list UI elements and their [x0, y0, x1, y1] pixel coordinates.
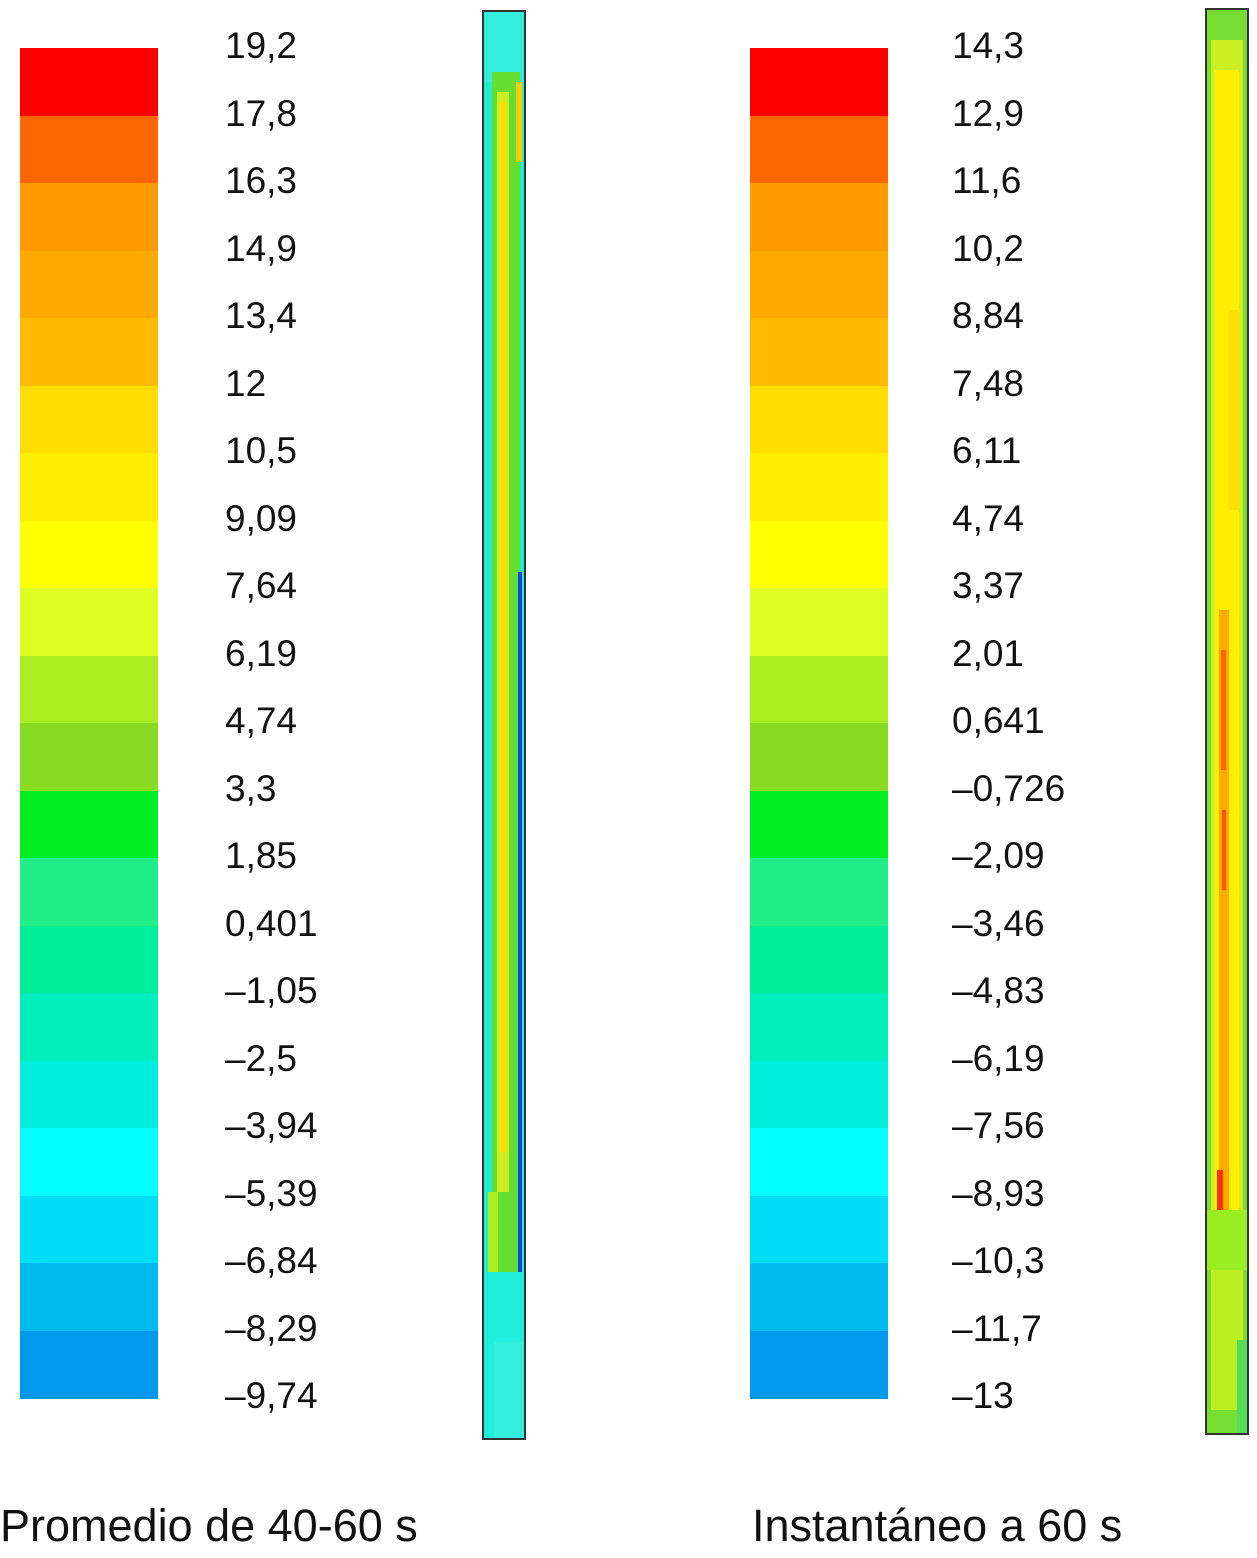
contour-field: [484, 12, 524, 1438]
colorbar-tick-label: 19,2: [225, 25, 298, 66]
colorbar-tick-label: –11,7: [952, 1307, 1042, 1349]
colorbar-swatch: [20, 1060, 158, 1129]
colorbar-swatch: [20, 1195, 158, 1264]
colorbar-tick-label: –4,83: [952, 970, 1045, 1011]
colorbar-swatch: [750, 655, 888, 724]
colorbar-tick-label: –7,56: [952, 1105, 1045, 1146]
colorbar-swatch: [750, 318, 888, 387]
colorbar-swatch: [750, 1060, 888, 1129]
colorbar-swatch: [750, 453, 888, 522]
colorbar-tick-label: –5,39: [225, 1172, 318, 1214]
colorbar-swatch: [20, 453, 158, 522]
colorbar-tick-label: 11,6: [952, 160, 1022, 201]
panel-instant: 14,3 12,9 11,6 10,2 8,84 7,48 6,11 4,74 3,37 2,01…: [730, 0, 1257, 1558]
panel-average: 19,2 17,8 16,3 14,9 13,4 12 10,5 9,09 7,64 6,19 4,…: [0, 0, 620, 1558]
colorbar-tick-label: 0,401: [225, 902, 318, 944]
colorbar-swatch: [750, 1128, 888, 1197]
colorbar-tick-label: 6,11: [952, 430, 1022, 471]
colorbar-tick-label: –2,09: [952, 835, 1045, 876]
colorbar-swatch: [20, 385, 158, 454]
colorbar-swatch: [20, 1263, 158, 1332]
colorbar-tick-label: 10,2: [952, 227, 1025, 269]
caption: Instantáneo a 60 s: [752, 1500, 1123, 1551]
colorbar-swatch: [20, 520, 158, 589]
colorbar-tick-label: 16,3: [225, 160, 298, 201]
colorbar: [750, 48, 888, 1399]
colorbar-swatch: [20, 48, 158, 117]
colorbar-swatch: [20, 250, 158, 319]
colorbar-swatch: [20, 115, 158, 184]
colorbar-swatch: [750, 385, 888, 454]
colorbar-ticks: 14,3 12,9 11,6 10,2 8,84 7,48 6,11 4,74 3,37 2,01…: [730, 0, 1130, 1450]
colorbar-tick-label: 12: [225, 362, 267, 404]
colorbar-swatch: [20, 1128, 158, 1197]
colorbar-tick-label: –8,29: [225, 1307, 318, 1349]
contour-strip-instant: [1205, 8, 1249, 1435]
colorbar-swatch: [750, 790, 888, 859]
colorbar-tick-label: 0,641: [952, 700, 1045, 741]
colorbar-tick-label: –8,93: [952, 1172, 1045, 1214]
colorbar-tick-label: 12,9: [952, 92, 1025, 134]
colorbar-tick-label: –6,19: [952, 1037, 1045, 1079]
colorbar-swatch: [750, 723, 888, 792]
contour-field: [1207, 10, 1247, 1433]
colorbar-swatch: [20, 858, 158, 927]
colorbar-swatch: [750, 993, 888, 1062]
colorbar-swatch: [750, 925, 888, 994]
colorbar-tick-label: –13: [952, 1375, 1014, 1416]
colorbar-swatch: [750, 1195, 888, 1264]
colorbar-ticks: 19,2 17,8 16,3 14,9 13,4 12 10,5 9,09 7,64 6,19 4,…: [0, 0, 400, 1450]
colorbar-tick-label: 7,64: [225, 565, 298, 606]
caption: Promedio de 40-60 s: [0, 1500, 418, 1551]
colorbar-swatch: [20, 655, 158, 724]
colorbar-tick-label: 8,84: [952, 295, 1025, 336]
colorbar-tick-label: 3,3: [225, 767, 277, 809]
colorbar-tick-label: 4,74: [952, 497, 1025, 539]
colorbar-swatch: [750, 1263, 888, 1332]
colorbar-swatch: [20, 723, 158, 792]
colorbar-tick-label: 6,19: [225, 632, 298, 674]
colorbar-tick-label: 10,5: [225, 430, 298, 471]
colorbar-swatch: [20, 183, 158, 252]
colorbar-tick-label: 13,4: [225, 295, 298, 336]
colorbar-tick-label: –0,726: [952, 767, 1066, 809]
colorbar-tick-label: –3,94: [225, 1105, 318, 1146]
colorbar-tick-label: –2,5: [225, 1037, 298, 1079]
colorbar-swatch: [750, 588, 888, 657]
colorbar-swatch: [750, 48, 888, 117]
colorbar-tick-label: 1,85: [225, 835, 298, 876]
colorbar-tick-label: 17,8: [225, 92, 298, 134]
colorbar-tick-label: –3,46: [952, 902, 1045, 944]
colorbar-swatch: [20, 588, 158, 657]
colorbar-tick-label: 7,48: [952, 362, 1025, 404]
colorbar-swatch: [750, 183, 888, 252]
colorbar-swatch: [750, 858, 888, 927]
colorbar-tick-label: –6,84: [225, 1240, 318, 1281]
colorbar-tick-label: –1,05: [225, 970, 318, 1011]
colorbar-tick-label: –10,3: [952, 1240, 1045, 1281]
colorbar-swatch: [20, 318, 158, 387]
colorbar-tick-label: 14,3: [952, 25, 1025, 66]
colorbar-tick-label: 9,09: [225, 497, 298, 539]
colorbar-tick-label: –9,74: [225, 1375, 318, 1416]
colorbar-swatch: [750, 520, 888, 589]
colorbar-tick-label: 14,9: [225, 227, 298, 269]
colorbar-swatch: [750, 115, 888, 184]
colorbar-swatch: [750, 1330, 888, 1399]
contour-strip-average: [482, 10, 526, 1440]
colorbar-swatch: [20, 925, 158, 994]
colorbar: [20, 48, 158, 1399]
colorbar-swatch: [20, 1330, 158, 1399]
colorbar-tick-label: 4,74: [225, 700, 298, 741]
colorbar-swatch: [750, 250, 888, 319]
colorbar-swatch: [20, 993, 158, 1062]
colorbar-swatch: [20, 790, 158, 859]
colorbar-tick-label: 2,01: [952, 632, 1025, 674]
colorbar-tick-label: 3,37: [952, 565, 1025, 606]
